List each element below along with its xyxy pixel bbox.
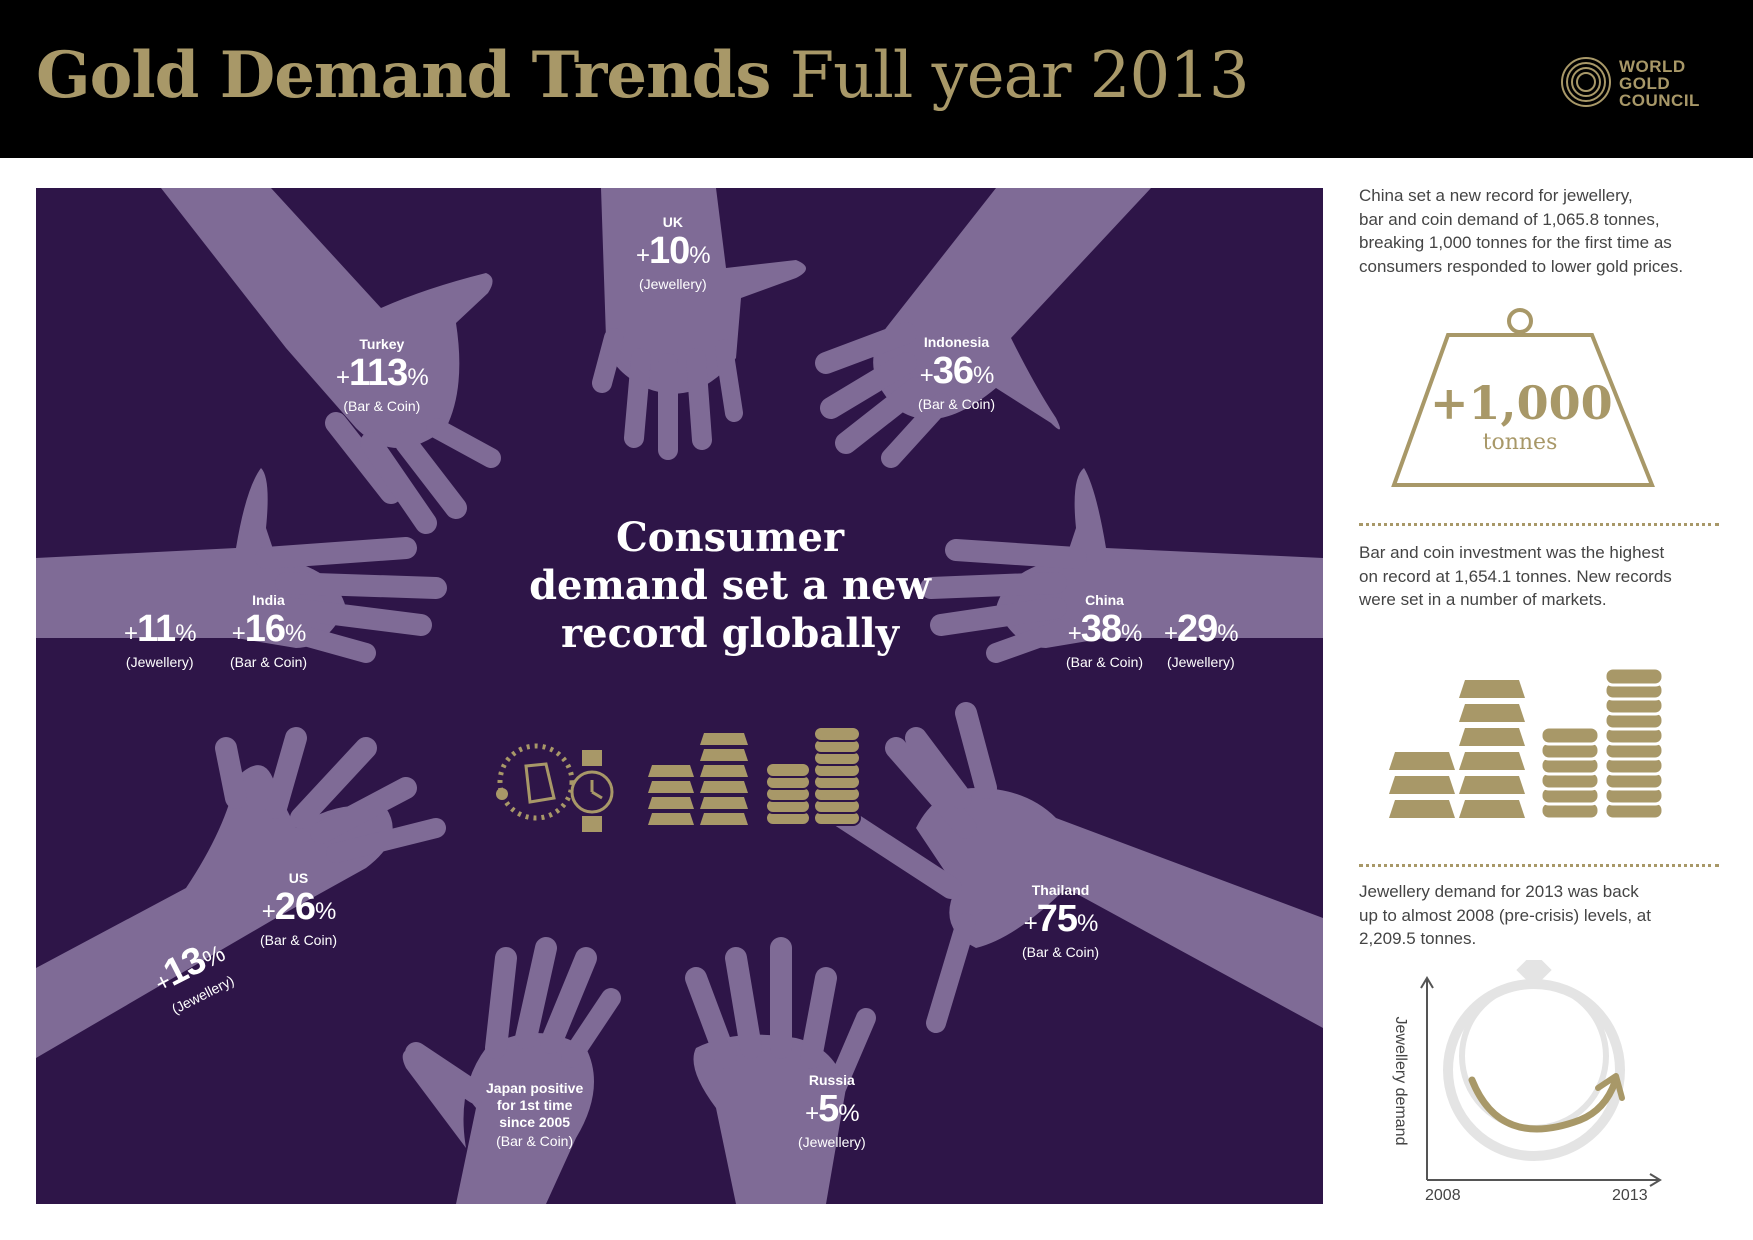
label-uk: UK +10% (Jewellery)	[636, 214, 711, 293]
category-label: (Jewellery)	[798, 1134, 866, 1150]
category-label: (Jewellery)	[1166, 654, 1235, 670]
percent-value: +38%	[1067, 608, 1143, 650]
category-label: (Bar & Coin)	[496, 1133, 574, 1149]
text-line: Bar and coin investment was the highest	[1359, 543, 1665, 562]
label-indonesia: Indonesia +36% (Bar & Coin)	[918, 334, 995, 413]
percent-value: +36%	[919, 350, 995, 392]
category-label: (Bar & Coin)	[918, 396, 996, 412]
category-label: (Bar & Coin)	[230, 654, 308, 670]
china-record-text: China set a new record for jewellery, ba…	[1359, 184, 1729, 278]
text-line: 2,209.5 tonnes.	[1359, 929, 1477, 948]
headline-line: record globally	[561, 610, 899, 657]
category-label: (Bar & Coin)	[343, 398, 421, 414]
header: Gold Demand Trends Full year 2013 WORLD …	[0, 0, 1753, 158]
label-china: China +38% (Bar & Coin)	[1066, 592, 1143, 671]
weight-value: +1,000	[1430, 376, 1613, 430]
text-line: were set in a number of markets.	[1359, 590, 1607, 609]
percent-value: +75%	[1023, 898, 1099, 940]
category-label: (Bar & Coin)	[260, 932, 338, 948]
label-us: US +26% (Bar & Coin)	[260, 870, 337, 949]
country-name: India	[252, 592, 285, 608]
page-title-rest: Full year 2013	[789, 39, 1250, 113]
weight-unit: tonnes	[1482, 430, 1558, 455]
logo-text: WORLD GOLD COUNCIL	[1619, 58, 1700, 109]
hand-uk	[592, 188, 806, 460]
category-label: (Bar & Coin)	[1022, 944, 1100, 960]
country-name: China	[1085, 592, 1124, 608]
graph-y-label: Jewellery demand	[1392, 1016, 1409, 1146]
hand-japan	[402, 937, 621, 1204]
gold-coins-icon	[1539, 668, 1665, 820]
divider	[1359, 864, 1719, 867]
category-label: (Jewellery)	[638, 276, 707, 292]
label-turkey: Turkey +113% (Bar & Coin)	[336, 336, 429, 415]
logo-line: GOLD	[1619, 74, 1671, 93]
hand-us	[36, 727, 446, 1058]
country-name: since 2005	[499, 1114, 571, 1130]
graph-x-end: 2013	[1612, 1187, 1648, 1204]
label-thailand: Thailand +75% (Bar & Coin)	[1022, 882, 1099, 961]
label-india-jewellery: +11% (Jewellery)	[124, 592, 197, 671]
hand-thailand	[825, 702, 1323, 1033]
headline-line: demand set a new	[529, 562, 931, 609]
hand-indonesia	[815, 188, 1151, 468]
gold-bars-icon	[1389, 680, 1525, 818]
hand-india	[36, 468, 447, 663]
text-line: Jewellery demand for 2013 was back	[1359, 882, 1639, 901]
country-name: UK	[662, 214, 683, 230]
center-headline: Consumer demand set a new record globall…	[470, 514, 990, 658]
country-name: Russia	[808, 1072, 855, 1088]
logo-line: COUNCIL	[1619, 91, 1700, 110]
gold-coins-icon	[765, 726, 861, 826]
world-gold-council-logo-icon	[1561, 57, 1611, 107]
country-name: Indonesia	[923, 334, 990, 350]
label-china-jewellery: +29% (Jewellery)	[1164, 592, 1239, 671]
percent-value: +10%	[636, 230, 711, 272]
logo-line: WORLD	[1619, 57, 1686, 76]
text-line: on record at 1,654.1 tonnes. New records	[1359, 566, 1672, 586]
jewellery-icon	[496, 743, 614, 832]
label-japan: Japan positive for 1st time since 2005 (…	[486, 1080, 583, 1150]
hand-china	[920, 468, 1323, 663]
text-line: up to almost 2008 (pre-crisis) levels, a…	[1359, 905, 1651, 925]
category-label: (Bar & Coin)	[1066, 654, 1144, 670]
percent-value: +29%	[1164, 608, 1239, 650]
divider	[1359, 523, 1719, 526]
text-line: consumers responded to lower gold prices…	[1359, 256, 1684, 276]
jewellery-demand-graph	[1420, 960, 1662, 1187]
text-line: bar and coin demand of 1,065.8 tonnes,	[1359, 209, 1660, 229]
country-name: US	[288, 870, 309, 886]
percent-value: +26%	[261, 886, 337, 928]
headline-line: Consumer	[615, 514, 845, 561]
country-name: Thailand	[1031, 882, 1090, 898]
label-india: India +16% (Bar & Coin)	[230, 592, 307, 671]
page-title: Gold Demand Trends Full year 2013	[36, 38, 1250, 113]
jewellery-demand-text: Jewellery demand for 2013 was back up to…	[1359, 880, 1729, 951]
weight-icon	[1391, 308, 1655, 487]
percent-value: +113%	[336, 352, 429, 394]
gold-bars-icon	[648, 733, 748, 825]
category-label: (Jewellery)	[125, 654, 194, 670]
hand-turkey	[161, 188, 501, 534]
country-name: for 1st time	[496, 1097, 573, 1113]
bar-coin-text: Bar and coin investment was the highest …	[1359, 541, 1729, 612]
percent-value: +16%	[231, 608, 307, 650]
percent-value: +11%	[124, 608, 197, 650]
page-title-bold: Gold Demand Trends	[36, 38, 771, 113]
infographic-panel: UK +10% (Jewellery) Turkey +113% (Bar & …	[36, 188, 1323, 1204]
text-line: breaking 1,000 tonnes for the first time…	[1359, 233, 1672, 252]
graph-x-start: 2008	[1425, 1187, 1461, 1204]
hand-russia	[685, 937, 876, 1204]
hands-illustration	[36, 188, 1323, 1204]
country-name: Turkey	[359, 336, 405, 352]
country-name: Japan positive	[486, 1080, 584, 1096]
percent-value: +5%	[805, 1088, 860, 1130]
text-line: China set a new record for jewellery,	[1359, 186, 1633, 205]
label-russia: Russia +5% (Jewellery)	[798, 1072, 866, 1151]
